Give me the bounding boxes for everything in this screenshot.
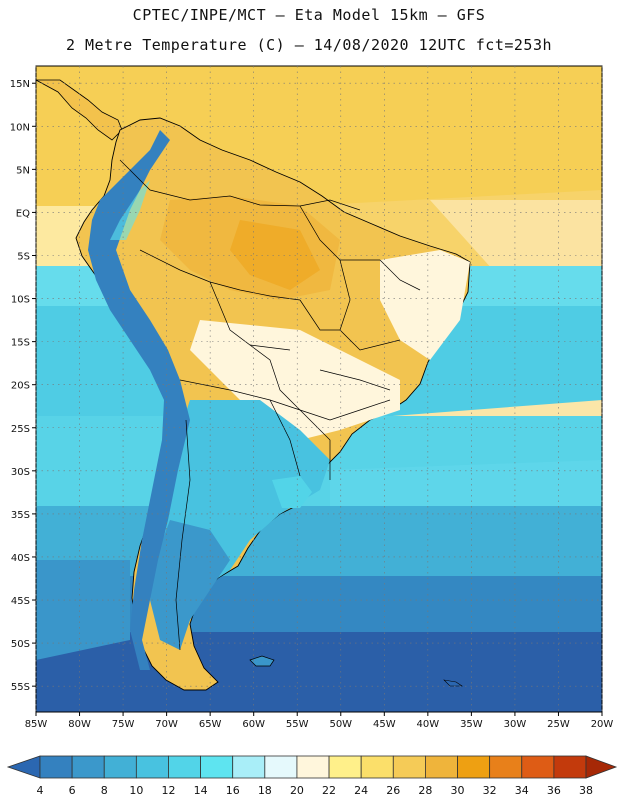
colorbar-swatch xyxy=(39,755,73,779)
colorbar-label: 20 xyxy=(290,784,304,797)
lat-tick-label: 45S xyxy=(11,596,30,607)
lon-tick-label: 60W xyxy=(242,719,265,730)
colorbar-label: 28 xyxy=(418,784,432,797)
patch-andes-high xyxy=(110,180,150,240)
patch-uruguay xyxy=(272,476,312,508)
island-south-georgia xyxy=(443,679,463,687)
colorbar: 4 6 8 10 12 14 16 18 20 22 24 26 28 30 32 34 36 38 xyxy=(6,755,618,797)
lat-tick-label: 55S xyxy=(11,682,30,693)
map-title-line1: CPTEC/INPE/MCT – Eta Model 15km – GFS xyxy=(132,6,486,24)
colorbar-swatch xyxy=(457,755,491,779)
lat-tick-label: 5S xyxy=(17,251,30,262)
lon-tick-label: 75W xyxy=(112,719,135,730)
lat-tick-label: 10N xyxy=(10,122,30,133)
longitude-labels: 85W 80W 75W 70W 65W 60W 55W 50W 45W 40W 35W 30W 25W 2… xyxy=(25,712,614,730)
colorbar-swatch xyxy=(168,755,201,779)
lat-tick-label: 30S xyxy=(11,467,30,478)
lat-tick-label: EQ xyxy=(16,208,30,219)
colorbar-label: 8 xyxy=(101,784,108,797)
colorbar-label: 32 xyxy=(483,784,497,797)
band-blue-darkest xyxy=(36,632,602,712)
lon-tick-label: 85W xyxy=(25,719,48,730)
colorbar-label: 34 xyxy=(515,784,529,797)
lon-tick-label: 35W xyxy=(460,719,483,730)
colorbar-label: 36 xyxy=(547,784,561,797)
colorbar-arrow-left xyxy=(6,755,41,779)
colorbar-swatch xyxy=(553,755,587,779)
band-south-atlantic-cool xyxy=(330,460,602,520)
lon-tick-label: 70W xyxy=(155,719,178,730)
lon-tick-label: 20W xyxy=(591,719,614,730)
band-blue-deep xyxy=(36,576,602,632)
colorbar-label: 18 xyxy=(258,784,272,797)
colorbar-swatch xyxy=(360,755,394,779)
patch-andes xyxy=(88,130,190,670)
colorbar-label: 38 xyxy=(579,784,593,797)
lat-tick-label: 40S xyxy=(11,553,30,564)
graticule xyxy=(35,66,603,712)
colorbar-swatch xyxy=(425,755,458,779)
latitude-labels: 15N 10N 5N EQ 5S 10S 15S 20S 25S 30S 35S 40S 45S 50S 5… xyxy=(10,79,36,693)
colorbar-label: 4 xyxy=(37,784,44,797)
country-borders xyxy=(119,159,421,651)
lat-tick-label: 50S xyxy=(11,639,30,650)
colorbar-swatch xyxy=(264,755,298,779)
colorbar-arrow-right xyxy=(585,755,618,779)
colorbar-label: 10 xyxy=(129,784,143,797)
lon-tick-label: 65W xyxy=(199,719,222,730)
colorbar-swatch xyxy=(392,755,426,779)
map-frame xyxy=(35,65,603,713)
lon-tick-label: 25W xyxy=(547,719,570,730)
lon-tick-label: 80W xyxy=(68,719,91,730)
colorbar-swatch xyxy=(328,755,362,779)
patch-patagonia xyxy=(150,520,230,650)
patch-northeast-cool xyxy=(380,250,470,360)
colorbar-swatch xyxy=(71,755,105,779)
lon-tick-label: 45W xyxy=(373,719,396,730)
colorbar-label: 24 xyxy=(354,784,368,797)
lat-tick-label: 25S xyxy=(11,424,30,435)
colorbar-label: 12 xyxy=(161,784,175,797)
colorbar-label: 22 xyxy=(322,784,336,797)
lon-tick-label: 50W xyxy=(329,719,352,730)
colorbar-swatch xyxy=(232,755,266,779)
lat-tick-label: 20S xyxy=(11,381,30,392)
colorbar-swatch xyxy=(200,755,234,779)
lon-tick-label: 55W xyxy=(286,719,309,730)
patch-south-brazil-cool xyxy=(190,320,400,440)
island-falklands xyxy=(249,655,275,667)
colorbar-swatch xyxy=(103,755,137,779)
lat-tick-label: 35S xyxy=(11,510,30,521)
lon-tick-label: 40W xyxy=(417,719,440,730)
band-south-pacific-blue xyxy=(36,560,130,660)
colorbar-swatch xyxy=(521,755,555,779)
colorbar-label: 30 xyxy=(451,784,465,797)
map-title-line2: 2 Metre Temperature (C) – 14/08/2020 12U… xyxy=(65,36,553,54)
colorbar-swatch xyxy=(135,755,169,779)
colorbar-label: 16 xyxy=(226,784,240,797)
colorbar-swatch xyxy=(489,755,523,779)
lat-tick-label: 15N xyxy=(10,79,30,90)
colorbar-label: 6 xyxy=(69,784,76,797)
lat-tick-label: 15S xyxy=(11,338,30,349)
colorbar-label: 14 xyxy=(194,784,208,797)
colorbar-label: 26 xyxy=(386,784,400,797)
lat-tick-label: 5N xyxy=(16,165,30,176)
colorbar-swatch xyxy=(296,755,330,779)
lat-tick-label: 10S xyxy=(11,295,30,306)
lon-tick-label: 30W xyxy=(504,719,527,730)
band-blue-mid xyxy=(36,506,602,576)
